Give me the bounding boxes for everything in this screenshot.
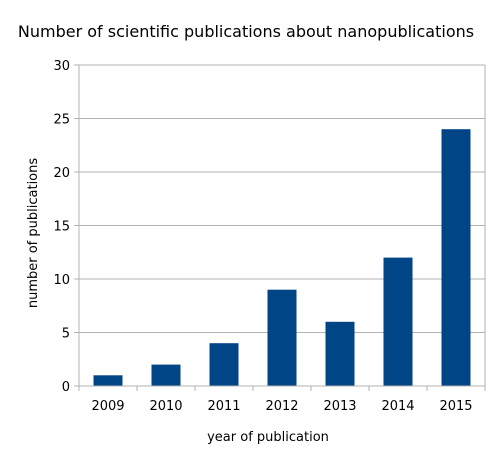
y-tick-label: 5 [62, 327, 70, 342]
y-tick-label: 0 [62, 380, 70, 395]
y-tick-labels: 0 5 10 15 20 25 30 [53, 59, 70, 395]
bar-2015 [441, 129, 471, 386]
axes [78, 65, 486, 387]
grid-lines [74, 64, 485, 387]
x-tick-label: 2011 [207, 399, 240, 414]
y-tick-label: 15 [53, 220, 70, 235]
x-axis-label: year of publication [207, 430, 329, 445]
x-tick-label: 2015 [439, 399, 472, 414]
bar-2010 [151, 364, 181, 386]
bar-2011 [209, 343, 239, 386]
x-tick-label: 2014 [381, 399, 414, 414]
y-tick-label: 20 [53, 166, 70, 181]
x-tick-label: 2013 [323, 399, 356, 414]
bar-2012 [267, 289, 297, 386]
chart-title: Number of scientific publications about … [18, 22, 474, 41]
y-tick-label: 10 [53, 273, 70, 288]
bar-2013 [325, 321, 355, 386]
y-tick-label: 25 [53, 113, 70, 128]
x-tick-label: 2012 [265, 399, 298, 414]
y-tick-label: 30 [53, 59, 70, 74]
bar-2009 [93, 375, 123, 386]
bars [93, 129, 471, 386]
x-tick-label: 2009 [91, 399, 124, 414]
y-axis-label: number of publications [26, 158, 41, 309]
x-tick-labels: 2009 2010 2011 2012 2013 2014 2015 [78, 386, 486, 414]
bar-2014 [383, 257, 413, 386]
x-tick-label: 2010 [149, 399, 182, 414]
